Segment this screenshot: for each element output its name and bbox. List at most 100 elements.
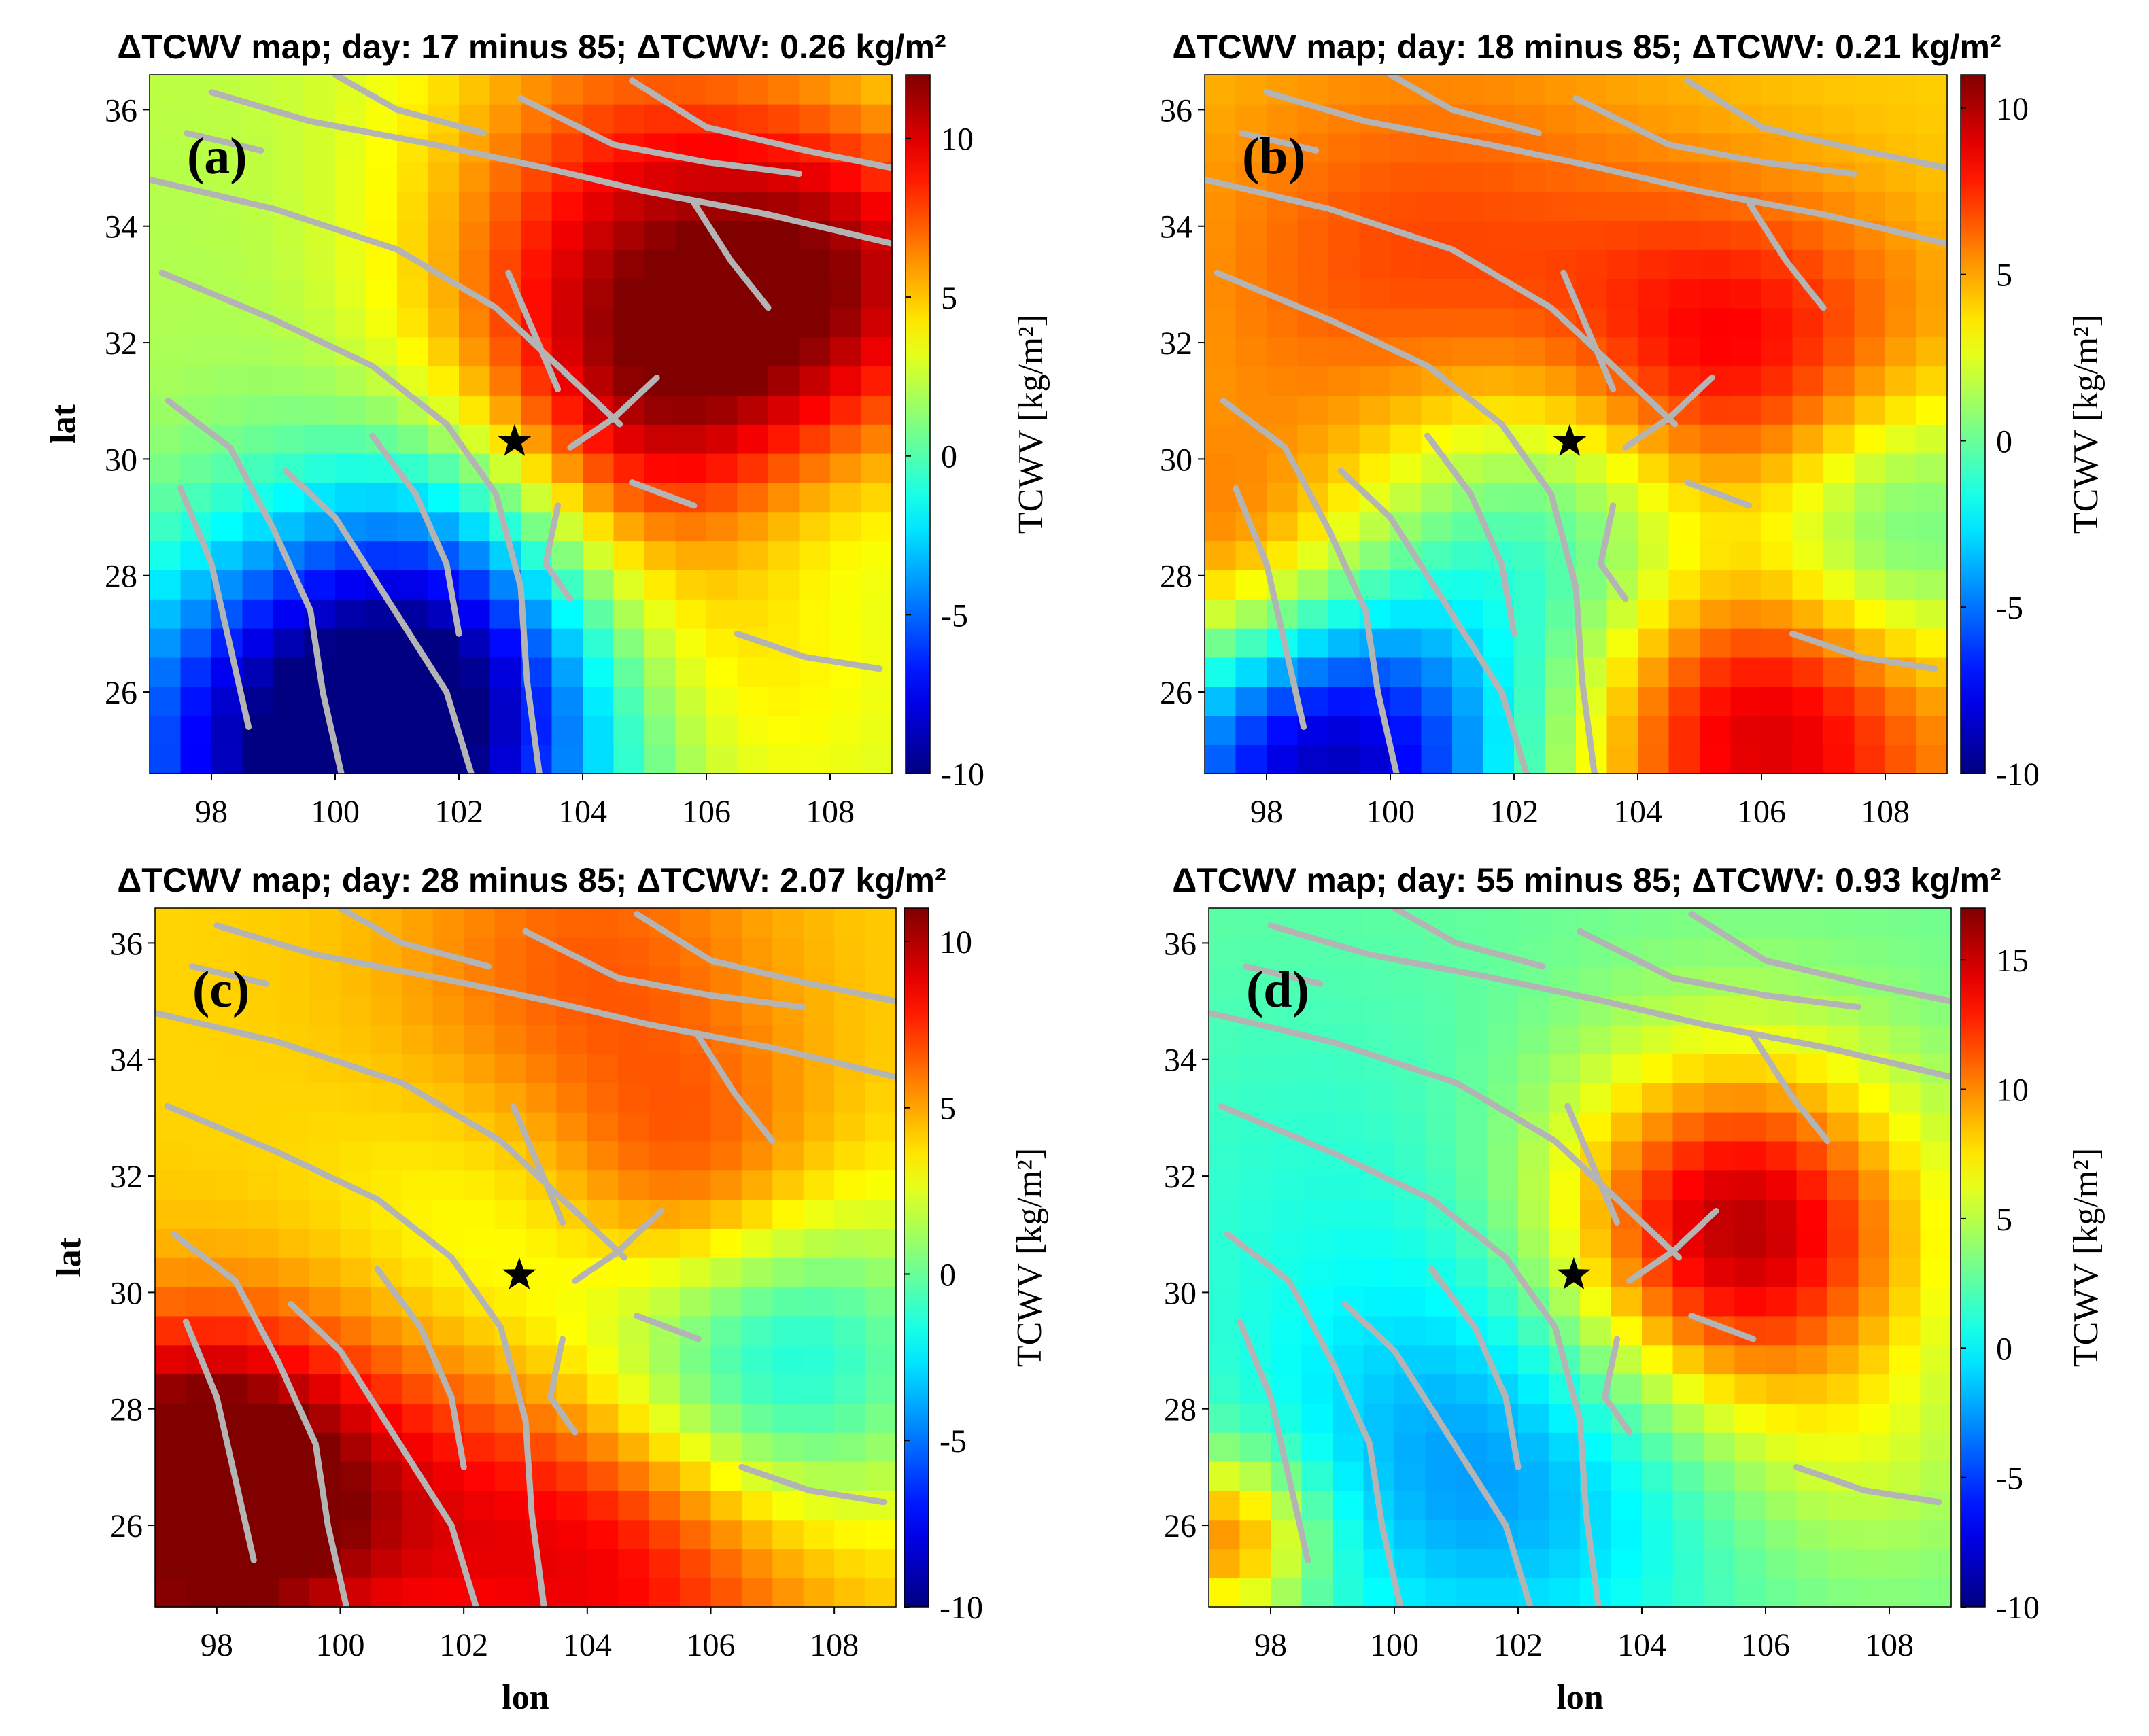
heatmap-cell: [618, 1461, 650, 1491]
heatmap-cell: [1456, 995, 1488, 1026]
heatmap-cell: [551, 220, 583, 250]
heatmap-cell: [304, 395, 336, 425]
heatmap-cell: [1328, 336, 1360, 367]
heatmap-cell: [1271, 1141, 1303, 1171]
heatmap-cell: [1638, 744, 1670, 774]
x-tick-label: 106: [1741, 1627, 1790, 1663]
heatmap-cell: [371, 1111, 403, 1142]
heatmap-cell: [335, 278, 367, 309]
heatmap-cell: [1827, 1141, 1859, 1171]
heatmap-cell: [1734, 1170, 1766, 1200]
heatmap-cell: [799, 395, 831, 425]
heatmap-cell: [489, 220, 521, 250]
heatmap-cell: [1267, 249, 1299, 279]
panel-label: (a): [187, 128, 247, 185]
heatmap-cell: [1704, 1170, 1736, 1200]
panel-title: ΔTCWV map; day: 28 minus 85; ΔTCWV: 2.07…: [117, 861, 946, 899]
heatmap-cell: [1425, 1024, 1457, 1054]
heatmap-cell: [489, 599, 521, 629]
heatmap-cell: [402, 995, 434, 1026]
heatmap-cell: [613, 453, 645, 483]
heatmap-cell: [273, 162, 305, 192]
heatmap-cell: [799, 570, 831, 600]
heatmap-cell: [706, 133, 738, 163]
heatmap-cell: [216, 1054, 249, 1083]
heatmap-cell: [521, 220, 553, 250]
heatmap-cell: [1514, 220, 1546, 250]
fault-line: [165, 398, 345, 774]
heatmap-cell: [644, 453, 676, 483]
heatmap-cell: [680, 1228, 712, 1258]
heatmap-cell: [150, 133, 182, 163]
heatmap-cell: [1858, 1199, 1890, 1229]
heatmap-cell: [1668, 307, 1700, 338]
heatmap-cell: [432, 908, 464, 938]
heatmap-cell: [150, 191, 182, 221]
heatmap-cell: [1611, 1461, 1643, 1491]
heatmap-cell: [273, 627, 305, 658]
heatmap-cell: [1421, 511, 1453, 542]
x-tick-label: 108: [806, 794, 855, 830]
heatmap-cell: [1483, 336, 1515, 367]
heatmap-cell: [489, 744, 521, 774]
heatmap-cell: [366, 307, 398, 338]
heatmap-cell: [1700, 424, 1732, 454]
heatmap-cell: [772, 1403, 804, 1433]
heatmap-cell: [1858, 1257, 1890, 1287]
heatmap-cell: [768, 482, 800, 513]
heatmap-cell: [1456, 1490, 1488, 1521]
heatmap-cell: [304, 424, 336, 454]
heatmap-cell: [1854, 744, 1886, 774]
y-tick-label: 26: [110, 1508, 143, 1544]
heatmap-cell: [1916, 366, 1948, 396]
heatmap-cell: [402, 1170, 434, 1200]
heatmap-cell: [273, 424, 305, 454]
heatmap-cell: [1514, 162, 1546, 192]
heatmap-cell: [1642, 1432, 1674, 1462]
heatmap-cell: [1889, 1374, 1921, 1404]
heatmap-cell: [741, 1054, 774, 1083]
heatmap-cell: [1328, 278, 1360, 309]
heatmap-cell: [583, 220, 615, 250]
heatmap-cell: [1456, 1141, 1488, 1171]
heatmap-cell: [1920, 1141, 1952, 1171]
fault-lines: [155, 908, 896, 1607]
heatmap-cell: [675, 570, 707, 600]
heatmap-cell: [644, 103, 676, 134]
fault-line: [1239, 130, 1320, 154]
heatmap-cell: [1363, 1083, 1395, 1113]
heatmap-cell: [1792, 220, 1824, 250]
heatmap-cell: [1271, 1578, 1303, 1608]
heatmap-cell: [706, 75, 738, 105]
heatmap-cell: [211, 103, 243, 134]
heatmap-cell: [741, 1257, 774, 1287]
heatmap-cell: [551, 307, 583, 338]
heatmap-cell: [309, 1315, 341, 1346]
heatmap-cell: [1704, 1403, 1736, 1433]
heatmap-cell: [737, 715, 769, 745]
heatmap-cell: [1209, 966, 1241, 996]
heatmap-cell: [247, 1490, 279, 1521]
heatmap-cell: [1235, 715, 1267, 745]
fault-line: [1428, 1266, 1522, 1470]
heatmap-cell: [1889, 1199, 1921, 1229]
heatmap-cell: [464, 1432, 496, 1462]
heatmap-cell: [1638, 511, 1670, 542]
heatmap-cell: [397, 220, 429, 250]
heatmap-cell: [1209, 1374, 1241, 1404]
heatmap-cell: [1885, 627, 1917, 658]
y-tick-label: 28: [1160, 559, 1192, 595]
heatmap-cell: [278, 1490, 310, 1521]
heatmap-cell: [1854, 278, 1886, 309]
heatmap-cell: [1394, 1519, 1426, 1550]
heatmap-cell: [1730, 715, 1762, 745]
heatmap-cell: [397, 686, 429, 716]
heatmap-cell: [1235, 366, 1267, 396]
heatmap-cell: [1363, 1024, 1395, 1054]
heatmap-cell: [1549, 1083, 1581, 1113]
heatmap-cell: [366, 191, 398, 221]
heatmap-cell: [772, 995, 804, 1026]
x-tick-label: 98: [1254, 1627, 1287, 1663]
heatmap-cell: [649, 1111, 681, 1142]
heatmap-cell: [834, 1432, 866, 1462]
